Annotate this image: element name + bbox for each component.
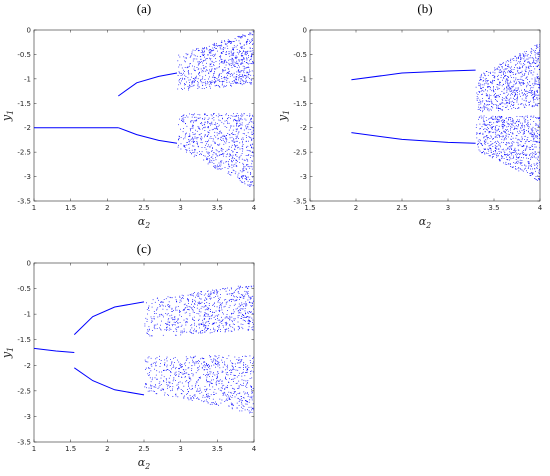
axes-box-b xyxy=(309,29,541,202)
plot-area-b xyxy=(351,42,540,181)
y-tick-label: -3 xyxy=(24,173,31,181)
branch-line-c-1 xyxy=(73,301,145,335)
x-tick-label: 3.5 xyxy=(212,204,223,212)
y-tick-label: -0.5 xyxy=(293,51,307,59)
x-tick-label: 2 xyxy=(105,445,109,453)
panel-title-c: (c) xyxy=(137,241,151,256)
y-tick-label: -2.5 xyxy=(293,149,307,157)
panel-title-a: (a) xyxy=(137,1,151,16)
x-tick-label: 3 xyxy=(446,204,450,212)
x-tick-label: 1 xyxy=(32,445,36,453)
branch-line-c-0 xyxy=(34,347,75,353)
axes-box-c xyxy=(33,262,255,443)
branch-line-b-1 xyxy=(351,132,476,144)
y-tick-label: -1.5 xyxy=(17,100,31,108)
x-tick-label: 2.5 xyxy=(396,204,407,212)
y-tick-label: -3 xyxy=(24,413,31,421)
y-tick-label: -2 xyxy=(24,124,31,132)
y-tick-label: -3.5 xyxy=(17,439,31,447)
x-axis-label: α2 xyxy=(138,215,151,230)
x-tick-label: 2.5 xyxy=(138,204,149,212)
panel-b: (b) 1.5 2 2.5 3 3.5 4 0 -0.5 -1 -1.5 -2 -2.5 -3 -3.5 α2… xyxy=(276,1,543,230)
x-tick-label: 1 xyxy=(32,204,36,212)
plot-area-c xyxy=(34,285,254,414)
x-tick-label: 2 xyxy=(354,204,358,212)
y-tick-label: -3.5 xyxy=(293,198,307,206)
x-tick-label: 3.5 xyxy=(212,445,223,453)
y-tick-label: -1 xyxy=(24,75,31,83)
y-axis-label: y1 xyxy=(276,110,291,122)
x-tick-label: 3 xyxy=(178,445,182,453)
y-tick-label: 0 xyxy=(27,27,31,35)
x-tick-label: 1.5 xyxy=(304,204,315,212)
y-tick-label: -3.5 xyxy=(17,198,31,206)
plot-area-a xyxy=(34,31,254,189)
y-tick-label: -2.5 xyxy=(17,387,31,395)
y-tick-label: -0.5 xyxy=(17,51,31,59)
chaotic-scatter-c xyxy=(144,285,254,414)
x-tick-label: 4 xyxy=(538,204,543,212)
branch-line-c-2 xyxy=(74,367,145,396)
branch-line-a-1 xyxy=(118,127,178,144)
x-tick-label: 3.5 xyxy=(488,204,499,212)
y-tick-label: 0 xyxy=(303,27,307,35)
x-tick-label: 4 xyxy=(252,445,257,453)
y-tick-label: -1 xyxy=(24,311,31,319)
x-tick-label: 2.5 xyxy=(138,445,149,453)
y-tick-label: -1 xyxy=(300,75,307,83)
y-axis-label: y1 xyxy=(0,347,15,359)
axes-box-a xyxy=(33,29,255,202)
y-axis-label: y1 xyxy=(0,110,15,122)
y-tick-label: -2 xyxy=(300,124,307,132)
y-tick-label: -2 xyxy=(24,362,31,370)
y-tick-label: -1.5 xyxy=(17,336,31,344)
y-tick-label: -0.5 xyxy=(17,285,31,293)
x-tick-label: 1.5 xyxy=(65,204,76,212)
panel-a: (a) 1 1.5 2 2.5 3 3.5 4 0 -0.5 -1 -1.5 -2 -2.5 -3 -3.5 α… xyxy=(0,1,257,230)
x-tick-label: 2 xyxy=(105,204,109,212)
chaotic-scatter-b xyxy=(475,42,540,181)
branch-line-b-0 xyxy=(351,69,476,81)
y-tick-label: -2.5 xyxy=(17,149,31,157)
branch-line-a-2 xyxy=(118,72,178,97)
y-tick-label: -1.5 xyxy=(293,100,307,108)
panel-c: (c) 1 1.5 2 2.5 3 3.5 4 0 -0.5 -1 -1.5 -2 -2.5 -3 -3.5 α… xyxy=(0,241,257,471)
y-tick-label: -3 xyxy=(300,173,307,181)
chaotic-scatter-a xyxy=(177,31,254,189)
x-tick-label: 4 xyxy=(252,204,257,212)
x-tick-label: 1.5 xyxy=(65,445,76,453)
panel-title-b: (b) xyxy=(417,1,432,16)
x-axis-label: α2 xyxy=(138,456,151,471)
x-axis-label: α2 xyxy=(419,215,432,230)
y-tick-label: 0 xyxy=(27,260,31,268)
x-tick-label: 3 xyxy=(178,204,182,212)
